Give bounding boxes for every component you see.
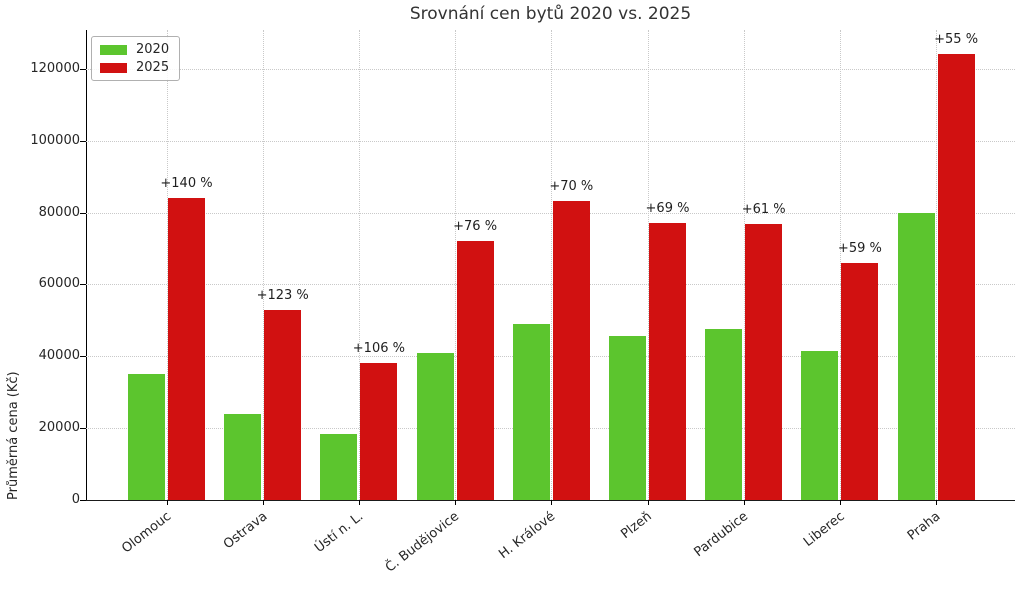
- x-tick-mark: [455, 500, 457, 505]
- y-tick-label: 120000: [30, 60, 80, 76]
- y-tick-label: 80000: [38, 204, 80, 220]
- gridline-vertical: [647, 30, 649, 500]
- x-tick-label: Pardubice: [691, 509, 751, 561]
- gridline-horizontal: [86, 68, 1015, 70]
- bar-2025-praha: [937, 54, 975, 500]
- x-tick-mark: [743, 500, 745, 505]
- bar-2020-ostrava: [224, 414, 262, 500]
- gridline-vertical: [455, 30, 457, 500]
- y-tick-mark: [80, 284, 86, 286]
- chart-title: Srovnání cen bytů 2020 vs. 2025: [409, 4, 692, 24]
- x-tick-label: Ústí n. L.: [311, 509, 367, 556]
- annotation-percent: +61 %: [741, 202, 786, 218]
- x-tick-label: Liberec: [800, 509, 848, 550]
- y-tick-mark: [80, 68, 86, 70]
- x-tick-label: Plzeň: [618, 509, 655, 543]
- y-tick-mark: [80, 500, 86, 501]
- gridline-vertical: [551, 30, 553, 500]
- legend: 2020 2025: [91, 36, 181, 81]
- y-tick-label: 0: [71, 492, 80, 507]
- y-tick-mark: [80, 212, 86, 214]
- gridline-vertical: [936, 30, 938, 500]
- bar-2020-olomouc: [128, 374, 165, 500]
- plot-area: [86, 30, 1015, 501]
- y-axis-spine: [86, 30, 87, 500]
- gridline-horizontal: [86, 284, 1015, 286]
- x-tick-mark: [358, 500, 360, 505]
- gridline-horizontal: [86, 140, 1015, 142]
- x-tick-label: Praha: [904, 509, 944, 544]
- x-tick-mark: [936, 500, 938, 505]
- bar-2020-liberec: [801, 350, 839, 500]
- bar-2025-liberec: [841, 262, 879, 500]
- bar-2025--st-n-l-: [360, 363, 398, 500]
- gridline-vertical: [839, 30, 841, 500]
- bar-2020--bud-jovice: [416, 352, 454, 500]
- x-tick-label: Olomouc: [118, 509, 174, 557]
- y-tick-mark: [80, 140, 86, 142]
- gridline-horizontal: [86, 356, 1015, 358]
- x-tick-mark: [839, 500, 841, 505]
- x-axis-spine: [86, 500, 1015, 501]
- x-tick-mark: [166, 500, 168, 505]
- legend-label-2025: 2025: [136, 60, 170, 75]
- bar-2020-pardubice: [705, 328, 743, 500]
- bar-2025-olomouc: [168, 198, 205, 500]
- y-tick-label: 100000: [30, 132, 80, 148]
- y-tick-label: 40000: [38, 348, 80, 364]
- annotation-percent: +123 %: [256, 287, 309, 303]
- y-tick-mark: [80, 428, 86, 430]
- y-tick-label: 60000: [38, 276, 80, 292]
- x-tick-mark: [647, 500, 649, 505]
- gridline-horizontal: [86, 428, 1015, 430]
- annotation-percent: +76 %: [453, 219, 498, 235]
- bar-2020-praha: [897, 212, 935, 500]
- annotation-percent: +70 %: [549, 178, 594, 194]
- x-tick-mark: [551, 500, 553, 505]
- x-tick-label: H. Králové: [496, 509, 559, 563]
- gridline-vertical: [743, 30, 745, 500]
- bar-2025-ostrava: [264, 309, 302, 500]
- y-tick-label: 20000: [38, 420, 80, 436]
- annotation-percent: +69 %: [645, 200, 690, 216]
- bar-2025--bud-jovice: [456, 241, 494, 500]
- gridline-horizontal: [86, 212, 1015, 214]
- annotation-percent: +55 %: [934, 32, 979, 48]
- bar-2020-h-kr-lov-: [512, 323, 550, 500]
- gridline-vertical: [358, 30, 360, 500]
- x-tick-label: Ostrava: [220, 509, 270, 553]
- x-tick-label: Č. Budějovice: [383, 509, 463, 576]
- x-tick-mark: [262, 500, 264, 505]
- bar-2020--st-n-l-: [320, 433, 358, 500]
- legend-swatch-2025: [100, 62, 127, 73]
- legend-item-2020: 2020: [100, 43, 169, 56]
- bar-2020-plze-: [609, 335, 646, 500]
- bar-2025-h-kr-lov-: [552, 200, 590, 500]
- legend-swatch-2020: [100, 44, 127, 55]
- legend-item-2025: 2025: [100, 61, 169, 74]
- gridline-vertical: [262, 30, 264, 500]
- y-tick-mark: [80, 356, 86, 358]
- legend-label-2020: 2020: [136, 42, 170, 57]
- gridline-vertical: [166, 30, 168, 500]
- annotation-percent: +140 %: [160, 176, 213, 192]
- bar-2025-pardubice: [745, 224, 783, 500]
- bar-2025-plze-: [649, 222, 686, 500]
- annotation-percent: +106 %: [352, 341, 405, 357]
- annotation-percent: +59 %: [837, 240, 882, 256]
